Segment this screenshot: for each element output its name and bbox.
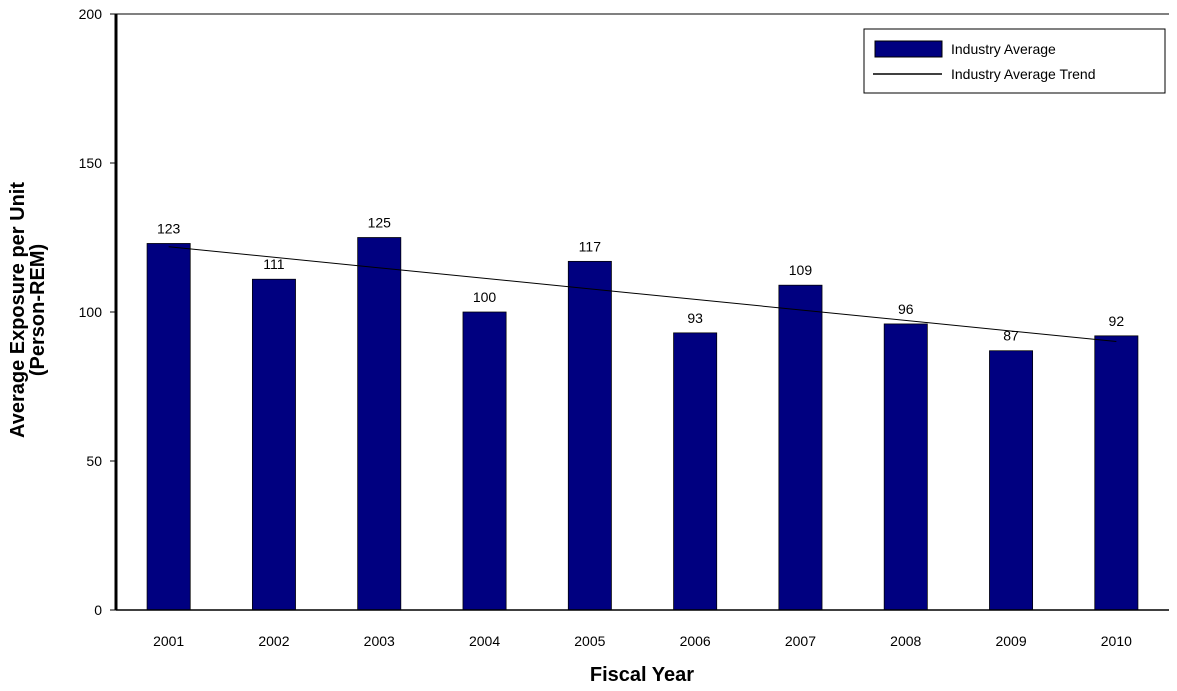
x-tick-label-2007: 2007 (785, 633, 816, 649)
bar-data-label-2010: 92 (1109, 313, 1125, 329)
x-tick-label-2003: 2003 (364, 633, 395, 649)
y-tick-label-100: 100 (79, 304, 103, 320)
bar-data-label-2008: 96 (898, 301, 914, 317)
bar-data-label-2007: 109 (789, 262, 813, 278)
bar-2001 (146, 243, 191, 611)
bar-2009 (989, 350, 1034, 611)
x-tick-label-2002: 2002 (258, 633, 289, 649)
x-tick-label-2005: 2005 (574, 633, 605, 649)
bar-data-label-2006: 93 (687, 310, 703, 326)
legend-swatch-industry-average (874, 40, 943, 58)
legend-label-industry-average: Industry Average (951, 41, 1056, 57)
y-tick-label-50: 50 (86, 453, 102, 469)
bar-2004 (462, 311, 507, 611)
x-tick-label-2001: 2001 (153, 633, 184, 649)
bar-2010 (1094, 335, 1139, 611)
x-tick-label-2004: 2004 (469, 633, 500, 649)
bar-2006 (673, 332, 718, 611)
x-tick-label-2006: 2006 (680, 633, 711, 649)
y-tick-label-200: 200 (79, 6, 103, 22)
y-tick-label-150: 150 (79, 155, 103, 171)
legend: Industry Average Industry Average Trend (863, 28, 1166, 94)
y-axis-title-line-1: Average Exposure per Unit (7, 182, 29, 438)
bar-2002 (251, 278, 296, 611)
bar-2005 (567, 260, 612, 611)
y-axis-title: Average Exposure per Unit (Person-REM) (7, 182, 49, 438)
bar-2003 (357, 237, 402, 611)
x-tick-label-2010: 2010 (1101, 633, 1132, 649)
x-tick-label-2009: 2009 (995, 633, 1026, 649)
bar-2007 (778, 284, 823, 611)
bar-data-label-2003: 125 (368, 215, 392, 231)
y-axis-ticks: 0 50 100 150 200 (79, 6, 116, 618)
legend-label-industry-average-trend: Industry Average Trend (951, 66, 1096, 82)
y-axis-title-line-2: (Person-REM) (27, 244, 49, 376)
x-axis-title: Fiscal Year (590, 664, 694, 686)
bar-data-label-2001: 123 (157, 220, 181, 236)
x-axis-tick-labels: 2001 2002 2003 2004 2005 2006 2007 2008 2009 2010 (153, 633, 1132, 649)
bar-data-label-2004: 100 (473, 289, 497, 305)
y-tick-label-0: 0 (94, 602, 102, 618)
bar-data-label-2005: 117 (579, 238, 602, 254)
bar-2008 (883, 323, 928, 611)
bar-data-label-2002: 111 (263, 256, 284, 272)
trend-line (168, 246, 1117, 342)
legend-box (863, 28, 1166, 94)
bars (146, 237, 1139, 611)
x-tick-label-2008: 2008 (890, 633, 921, 649)
